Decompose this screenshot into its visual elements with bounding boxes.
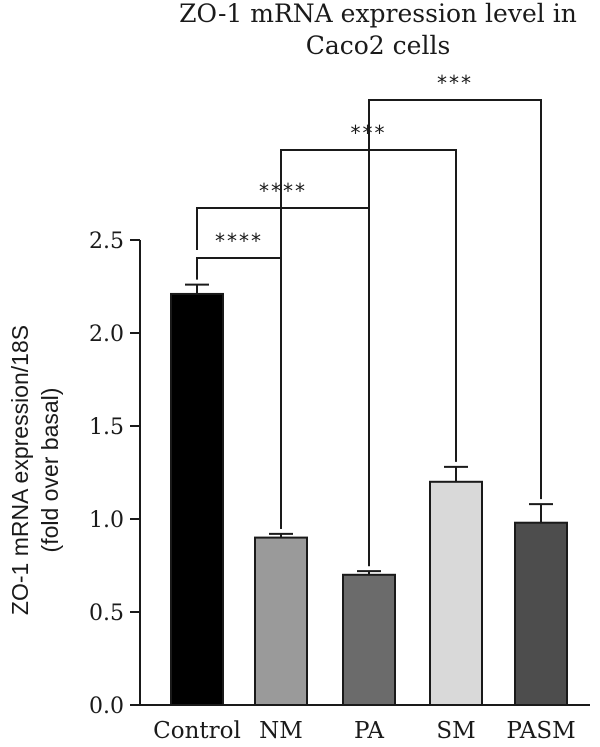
y-axis-ticks: 0.0 0.5 1.0 1.5 2.0 2.5 [89,229,140,719]
bar-sm [429,480,483,706]
category-labels: Control NM PA SM PASM [153,718,575,744]
category-label-nm: NM [259,718,303,744]
y-tick-label-4: 2.0 [89,322,124,347]
bar-pasm [514,521,568,706]
y-tick-label-0: 0.0 [89,694,124,719]
bar-control [170,292,224,706]
significance-label-0: **** [215,229,263,253]
significance-bracket-3 [368,99,542,567]
bar-nm [254,536,308,706]
category-label-pasm: PASM [506,718,575,744]
category-label-pa: PA [354,718,384,744]
significance-brackets: ************** [196,71,542,567]
y-tick-label-3: 1.5 [89,415,124,440]
y-axis-label-line-2: (fold over basal) [37,388,63,553]
category-label-control: Control [153,718,241,744]
chart-title-line-1: ZO-1 mRNA expression level in [179,0,577,28]
category-label-sm: SM [436,718,475,744]
y-tick-label-5: 2.5 [89,229,124,254]
significance-label-3: *** [437,71,473,95]
y-tick-label-2: 1.0 [89,508,124,533]
significance-label-2: *** [351,121,387,145]
y-tick-label-1: 0.5 [89,601,124,626]
chart-title-line-2: Caco2 cells [306,31,451,60]
y-axis-label: ZO-1 mRNA expression/18S (fold over basa… [7,325,63,615]
bar-pa [342,573,396,706]
y-axis-label-line-1: ZO-1 mRNA expression/18S [7,325,33,615]
significance-label-1: **** [259,179,307,203]
